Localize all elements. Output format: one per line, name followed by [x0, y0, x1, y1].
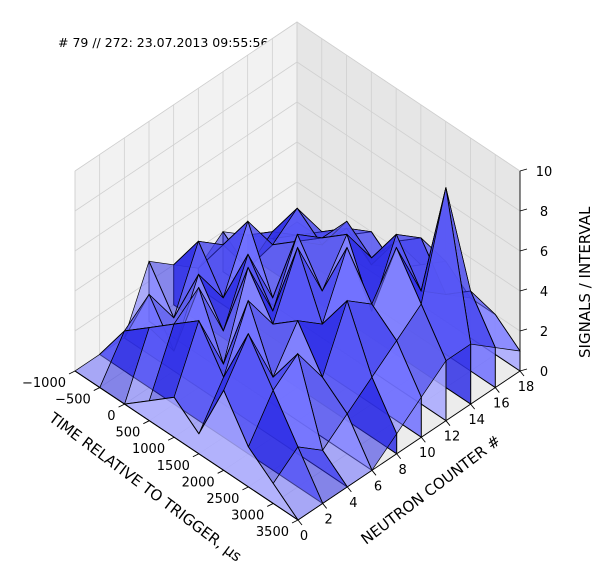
x-tick-mark	[143, 420, 150, 425]
z-tick-label: 8	[540, 205, 548, 220]
z-tick-mark	[519, 168, 528, 172]
y-tick-mark	[420, 436, 426, 443]
chart-title: # 79 // 272: 23.07.2013 09:55:56	[58, 35, 269, 50]
z-tick-label: 6	[540, 245, 548, 260]
x-tick-label: 1500	[157, 459, 190, 474]
grid-line-wall-z-right	[296, 21, 521, 172]
grid-line-wall-z-left	[74, 141, 298, 292]
tick-marks	[68, 168, 528, 526]
z-tick-label: 4	[540, 285, 548, 300]
axis-lines	[74, 171, 521, 521]
x-tick-label: 500	[116, 426, 141, 441]
y-tick-mark	[371, 470, 377, 476]
y-tick-label: 14	[468, 413, 485, 428]
x-tick-mark	[242, 486, 249, 491]
z-tick-mark	[519, 368, 528, 372]
y-tick-mark	[494, 387, 500, 393]
z-tick-mark	[519, 288, 528, 292]
y-tick-label: 10	[419, 446, 436, 461]
z-tick-mark	[519, 208, 528, 212]
x-tick-label: 3500	[256, 525, 289, 540]
x-tick-label: 3000	[231, 508, 264, 523]
y-tick-mark	[396, 453, 402, 460]
x-tick-label: −1000	[22, 376, 66, 391]
y-tick-mark	[346, 486, 352, 493]
y-tick-mark	[470, 403, 476, 410]
x-tick-mark	[68, 370, 76, 375]
x-tick-mark	[291, 519, 299, 524]
grid-line-wall-z-left	[74, 21, 298, 172]
x-tick-label: 0	[107, 409, 115, 424]
y-tick-label: 8	[399, 463, 407, 478]
grid-line-wall-z-right	[296, 101, 521, 252]
y-tick-label: 4	[349, 496, 357, 511]
x-tick-label: 2500	[206, 492, 239, 507]
grid-line-wall-z-left	[74, 61, 298, 212]
grid-line-wall-z-left	[74, 101, 298, 252]
y-tick-label: 16	[493, 397, 510, 412]
x-tick-label: −500	[55, 393, 91, 408]
x-tick-mark	[267, 503, 274, 507]
y-tick-label: 0	[300, 529, 308, 544]
x-tick-mark	[192, 453, 200, 458]
grid-line-wall-z-right	[296, 61, 521, 212]
y-tick-label: 18	[518, 380, 535, 395]
z-tick-mark	[519, 328, 528, 332]
y-tick-mark	[322, 503, 328, 509]
z-tick-mark	[519, 248, 528, 252]
x-tick-label: 2000	[182, 475, 215, 490]
z-tick-label: 0	[540, 365, 548, 380]
y-tick-mark	[445, 420, 451, 426]
x-tick-mark	[167, 436, 175, 441]
z-axis-title: SIGNALS / INTERVAL	[576, 206, 594, 358]
y-axis-line	[297, 370, 521, 521]
x-tick-mark	[118, 403, 125, 408]
z-tick-label: 10	[536, 165, 553, 180]
surface-mesh	[74, 187, 521, 521]
grid-line-wall-z-right	[296, 141, 521, 292]
y-tick-label: 12	[444, 430, 461, 445]
x-tick-mark	[93, 387, 100, 391]
y-tick-mark	[297, 519, 303, 526]
y-tick-mark	[519, 370, 525, 377]
x-tick-label: 1000	[132, 442, 165, 457]
x-tick-mark	[217, 469, 224, 474]
y-tick-label: 6	[374, 479, 382, 494]
y-tick-label: 2	[325, 512, 333, 527]
x-axis-line	[74, 370, 299, 521]
z-tick-label: 2	[540, 325, 548, 340]
